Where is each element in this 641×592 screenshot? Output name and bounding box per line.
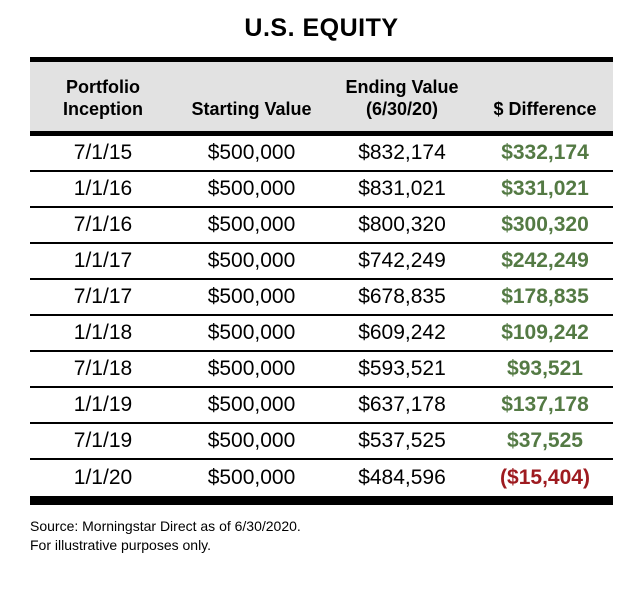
- cell-portfolio-inception: 7/1/18: [73, 357, 133, 380]
- cell-portfolio-inception: 7/1/16: [73, 213, 133, 236]
- table-row: 1/1/17 $500,000 $742,249 $242,249: [30, 244, 613, 280]
- cell-portfolio-inception: 1/1/17: [73, 249, 133, 272]
- cell-ending-value: $831,021: [358, 177, 446, 200]
- cell-starting-value: $500,000: [207, 357, 296, 380]
- cell-ending-value: $537,525: [358, 429, 446, 452]
- footer-notes: Source: Morningstar Direct as of 6/30/20…: [30, 517, 613, 555]
- table-row: 7/1/19 $500,000 $537,525 $37,525: [30, 424, 613, 460]
- table-top-rule: [30, 57, 613, 62]
- source-note: Source: Morningstar Direct as of 6/30/20…: [30, 518, 301, 534]
- header-line: Starting Value: [191, 99, 312, 119]
- cell-starting-value: $500,000: [207, 141, 296, 164]
- cell-starting-value: $500,000: [207, 321, 296, 344]
- cell-difference: ($15,404): [500, 466, 590, 489]
- equity-table: Portfolio Inception Starting Value Endin…: [30, 57, 613, 505]
- table-header-row: Portfolio Inception Starting Value Endin…: [30, 62, 613, 136]
- cell-difference: $300,320: [501, 213, 589, 236]
- cell-ending-value: $484,596: [358, 466, 446, 489]
- cell-starting-value: $500,000: [207, 285, 296, 308]
- cell-starting-value: $500,000: [207, 177, 296, 200]
- table-row: 7/1/16 $500,000 $800,320 $300,320: [30, 208, 613, 244]
- column-header-portfolio-inception: Portfolio Inception: [30, 76, 176, 120]
- cell-ending-value: $593,521: [358, 357, 446, 380]
- cell-portfolio-inception: 1/1/18: [73, 321, 133, 344]
- header-line: Inception: [63, 99, 143, 119]
- table-bottom-rule: [30, 496, 613, 505]
- figure-title: U.S. EQUITY: [244, 14, 399, 42]
- cell-ending-value: $609,242: [358, 321, 446, 344]
- cell-ending-value: $742,249: [358, 249, 446, 272]
- cell-portfolio-inception: 7/1/17: [73, 285, 133, 308]
- cell-difference: $242,249: [501, 249, 589, 272]
- cell-ending-value: $832,174: [358, 141, 446, 164]
- cell-portfolio-inception: 1/1/19: [73, 393, 133, 416]
- cell-starting-value: $500,000: [207, 213, 296, 236]
- table-row: 1/1/18 $500,000 $609,242 $109,242: [30, 316, 613, 352]
- cell-portfolio-inception: 1/1/20: [73, 466, 133, 489]
- cell-portfolio-inception: 7/1/19: [73, 429, 133, 452]
- cell-difference: $178,835: [501, 285, 589, 308]
- disclaimer-note: For illustrative purposes only.: [30, 536, 212, 553]
- header-line: (6/30/20): [365, 99, 439, 119]
- column-header-difference: $ Difference: [477, 98, 613, 120]
- column-header-starting-value: Starting Value: [176, 98, 327, 120]
- table-row: 7/1/15 $500,000 $832,174 $332,174: [30, 136, 613, 172]
- cell-difference: $37,525: [507, 429, 583, 452]
- table-body: 7/1/15 $500,000 $832,174 $332,174 1/1/16…: [30, 136, 613, 496]
- cell-ending-value: $678,835: [358, 285, 446, 308]
- cell-portfolio-inception: 1/1/16: [73, 177, 133, 200]
- table-row: 1/1/20 $500,000 $484,596 ($15,404): [30, 460, 613, 496]
- cell-ending-value: $800,320: [358, 213, 446, 236]
- cell-ending-value: $637,178: [358, 393, 446, 416]
- cell-starting-value: $500,000: [207, 393, 296, 416]
- cell-portfolio-inception: 7/1/15: [73, 141, 133, 164]
- header-line: Ending Value: [345, 77, 459, 97]
- cell-difference: $332,174: [501, 141, 589, 164]
- cell-difference: $331,021: [501, 177, 589, 200]
- figure: U.S. EQUITY Portfolio Inception Starting…: [30, 14, 613, 555]
- table-row: 1/1/19 $500,000 $637,178 $137,178: [30, 388, 613, 424]
- table-row: 7/1/18 $500,000 $593,521 $93,521: [30, 352, 613, 388]
- header-line: Portfolio: [66, 77, 140, 97]
- cell-starting-value: $500,000: [207, 429, 296, 452]
- column-header-ending-value: Ending Value (6/30/20): [327, 76, 477, 120]
- cell-difference: $109,242: [501, 321, 589, 344]
- cell-starting-value: $500,000: [207, 249, 296, 272]
- cell-starting-value: $500,000: [207, 466, 296, 489]
- table-row: 7/1/17 $500,000 $678,835 $178,835: [30, 280, 613, 316]
- header-line: $ Difference: [493, 99, 597, 119]
- cell-difference: $93,521: [507, 357, 583, 380]
- table-row: 1/1/16 $500,000 $831,021 $331,021: [30, 172, 613, 208]
- cell-difference: $137,178: [501, 393, 589, 416]
